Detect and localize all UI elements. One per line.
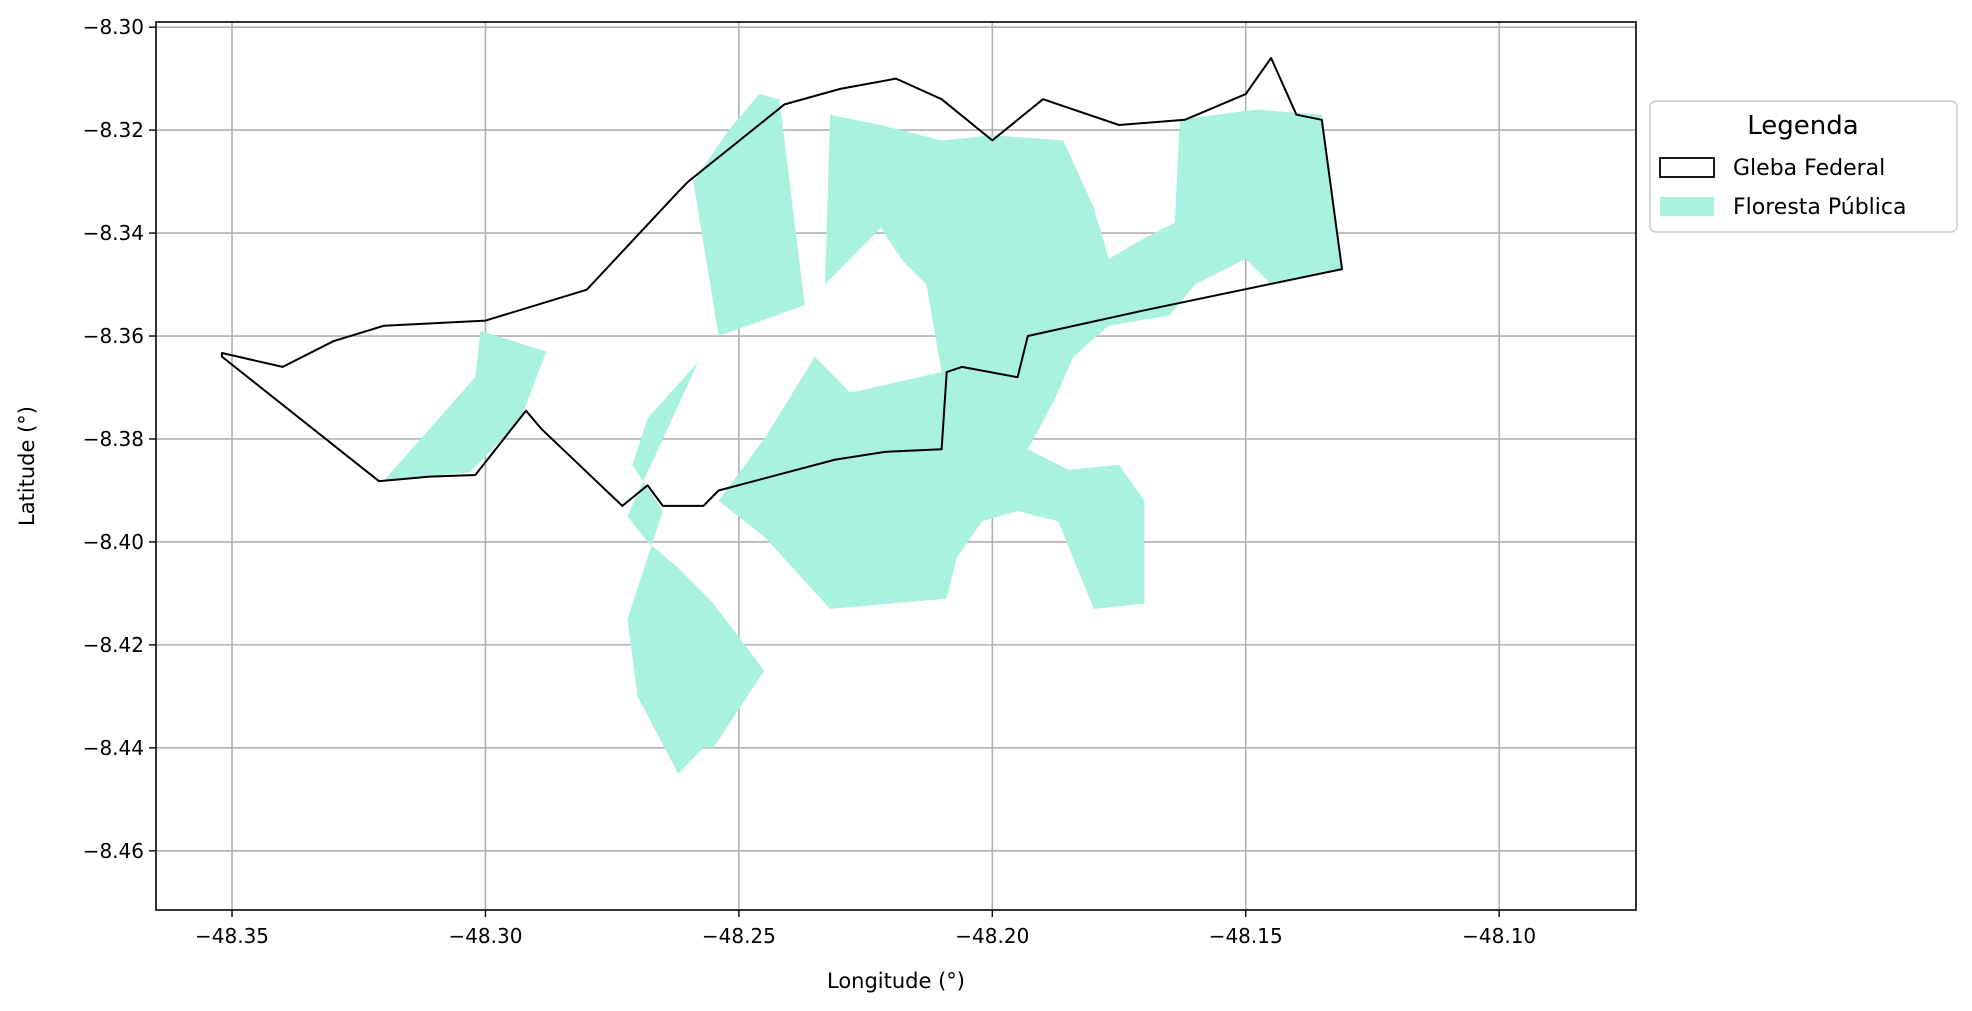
x-tick-label: −48.25 bbox=[702, 924, 776, 948]
x-tick-label: −48.35 bbox=[195, 924, 269, 948]
plot-area bbox=[155, 21, 1637, 911]
y-tick-label: −8.46 bbox=[83, 839, 144, 863]
x-tick-label: −48.20 bbox=[955, 924, 1029, 948]
legend-label-floresta-publica: Floresta Pública bbox=[1733, 195, 1906, 220]
y-axis-ticks: −8.30 −8.32 −8.34 −8.36 −8.38 −8.40 −8.42 −8.44… bbox=[83, 15, 156, 863]
y-tick-label: −8.30 bbox=[83, 15, 144, 39]
y-tick-label: −8.38 bbox=[83, 427, 144, 451]
gleba-federal-layer bbox=[220, 57, 1343, 507]
floresta-publica-polygon bbox=[627, 361, 765, 774]
floresta-publica-polygon bbox=[384, 330, 547, 481]
y-axis-label: Latitude (°) bbox=[15, 406, 39, 526]
legend-label-gleba-federal: Gleba Federal bbox=[1733, 156, 1885, 181]
floresta-publica-polygon bbox=[718, 109, 1342, 609]
legend-box bbox=[1649, 100, 1958, 233]
legend-swatch-floresta-publica bbox=[1660, 197, 1714, 216]
x-tick-label: −48.15 bbox=[1209, 924, 1283, 948]
axes-frame bbox=[155, 21, 1637, 911]
y-tick-label: −8.32 bbox=[83, 118, 144, 142]
y-tick-label: −8.44 bbox=[83, 736, 144, 760]
legend: Legenda Gleba Federal Floresta Pública bbox=[1649, 100, 1958, 233]
x-tick-label: −48.10 bbox=[1462, 924, 1536, 948]
legend-swatch-gleba-federal bbox=[1659, 157, 1715, 178]
x-axis-ticks: −48.35 −48.30 −48.25 −48.20 −48.15 −48.10 bbox=[195, 910, 1536, 948]
y-tick-label: −8.34 bbox=[83, 221, 144, 245]
x-tick-label: −48.30 bbox=[448, 924, 522, 948]
y-tick-label: −8.42 bbox=[83, 633, 144, 657]
gleba-federal-outline bbox=[220, 57, 1343, 507]
legend-title: Legenda bbox=[1747, 111, 1858, 141]
y-tick-label: −8.36 bbox=[83, 324, 144, 348]
y-tick-label: −8.40 bbox=[83, 530, 144, 554]
x-axis-label: Longitude (°) bbox=[827, 969, 965, 993]
